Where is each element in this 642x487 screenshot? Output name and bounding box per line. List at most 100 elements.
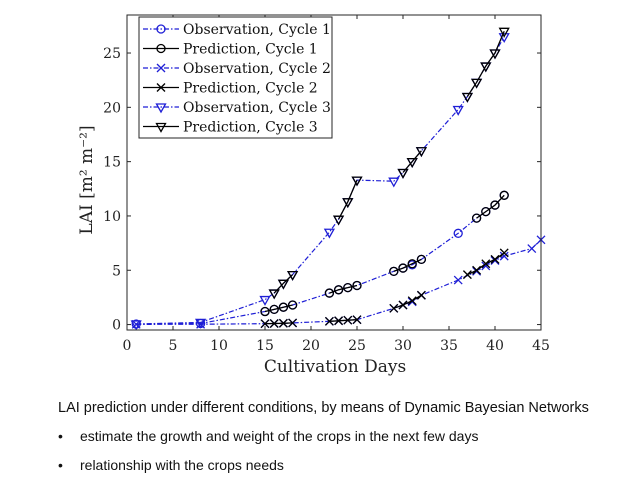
marker-stroke <box>269 319 279 328</box>
marker-stroke <box>481 261 491 271</box>
data-point-marker <box>481 261 491 271</box>
marker-stroke <box>416 290 426 300</box>
x-tick-label: 35 <box>440 338 458 354</box>
data-point-marker <box>498 27 510 38</box>
data-point-marker <box>194 318 207 329</box>
marker-stroke <box>156 63 166 73</box>
data-point-marker <box>499 190 509 200</box>
y-tick-label: 25 <box>103 46 121 62</box>
axes: 0 5 10 15 20 25 30 35 40 45 0 5 10 15 20 25 <box>103 14 550 354</box>
data-point-marker <box>156 63 166 73</box>
x-tick-label: 10 <box>210 338 228 354</box>
data-point-marker <box>156 24 166 34</box>
data-point-marker <box>471 213 482 223</box>
x-tick-label: 30 <box>394 338 412 354</box>
legend: Observation, Cycle 1 Prediction, Cycle 1 O… <box>138 16 333 139</box>
data-point-marker <box>130 320 142 331</box>
legend-label: Observation, Cycle 2 <box>183 61 331 77</box>
marker-stroke <box>499 248 509 258</box>
data-point-marker <box>334 316 344 326</box>
legend-label: Prediction, Cycle 1 <box>183 42 318 58</box>
series-segment <box>329 319 358 322</box>
y-axis-label: LAI [m² m⁻²] <box>77 125 97 234</box>
data-point-marker <box>480 62 492 73</box>
data-point-marker <box>453 228 463 238</box>
marker-stroke <box>334 316 344 326</box>
series-segment <box>466 31 505 97</box>
plot-frame <box>126 14 542 331</box>
series-segment <box>264 304 293 313</box>
marker-stroke <box>278 318 288 328</box>
y-tick-label: 0 <box>112 318 121 334</box>
data-point-marker <box>499 248 509 258</box>
data-point-marker <box>407 296 417 306</box>
marker-stroke <box>352 315 362 325</box>
bullet-dot: • <box>58 457 63 473</box>
marker-stroke <box>131 319 141 329</box>
series-segment <box>329 284 358 294</box>
data-point-marker <box>481 259 491 269</box>
data-point-marker <box>278 302 289 312</box>
data-point-marker <box>333 285 344 295</box>
series-segment <box>393 294 422 309</box>
plot-area <box>130 27 546 331</box>
caption: LAI prediction under different condition… <box>58 400 589 416</box>
legend-entry: Observation, Cycle 2 <box>143 61 331 77</box>
data-point-marker <box>416 254 427 265</box>
data-point-marker <box>287 300 298 310</box>
marker-stroke <box>499 251 509 261</box>
marker-stroke <box>389 303 399 313</box>
marker-stroke <box>343 315 353 325</box>
data-point-marker <box>288 318 298 328</box>
legend-entry: Prediction, Cycle 1 <box>143 42 318 58</box>
series-path <box>136 239 542 325</box>
x-tick-label: 45 <box>532 338 550 354</box>
marker-stroke <box>527 244 537 253</box>
marker-stroke <box>288 318 298 328</box>
data-point-marker <box>155 122 167 133</box>
bullet-dot: • <box>58 428 63 444</box>
series-line <box>131 235 546 329</box>
marker-stroke <box>398 300 408 310</box>
marker-stroke <box>472 265 482 275</box>
data-point-marker <box>527 244 537 253</box>
data-point-marker <box>490 254 500 264</box>
data-point-marker <box>481 206 491 217</box>
data-point-marker <box>278 318 288 328</box>
bullet-text: relationship with the crops needs <box>80 457 284 473</box>
data-point-marker <box>156 43 166 54</box>
data-point-marker <box>352 280 362 291</box>
marker-stroke <box>462 270 472 280</box>
data-point-marker <box>453 275 463 285</box>
data-point-marker <box>268 289 280 300</box>
data-point-marker <box>470 78 483 89</box>
data-point-marker <box>260 319 270 329</box>
data-point-marker <box>452 105 464 116</box>
y-tick-label: 20 <box>103 100 121 116</box>
data-point-marker <box>352 315 362 325</box>
y-tick-label: 5 <box>112 263 121 279</box>
y-tick-label: 10 <box>103 209 121 225</box>
data-point-marker <box>155 103 167 114</box>
data-point-marker <box>324 288 335 298</box>
data-point-marker <box>332 215 345 226</box>
x-tick-label: 20 <box>302 338 320 354</box>
series-line <box>260 248 509 329</box>
series-line <box>260 190 509 317</box>
data-point-marker <box>269 304 279 315</box>
data-point-marker <box>343 282 353 293</box>
marker-stroke <box>407 296 417 306</box>
lai-chart: 0 5 10 15 20 25 30 35 40 45 0 5 10 15 20 25 Observation… <box>77 14 550 377</box>
data-point-marker <box>499 251 509 261</box>
data-point-marker <box>398 300 408 310</box>
x-tick-label: 5 <box>169 338 178 354</box>
marker-stroke <box>490 254 500 264</box>
data-point-marker <box>323 228 336 239</box>
legend-entry: Observation, Cycle 1 <box>143 22 331 38</box>
marker-stroke <box>260 319 270 329</box>
marker-stroke <box>481 259 491 269</box>
legend-entry: Prediction, Cycle 3 <box>143 120 318 136</box>
series-line <box>268 27 510 300</box>
marker-stroke <box>453 275 463 285</box>
legend-label: Prediction, Cycle 2 <box>183 81 318 97</box>
